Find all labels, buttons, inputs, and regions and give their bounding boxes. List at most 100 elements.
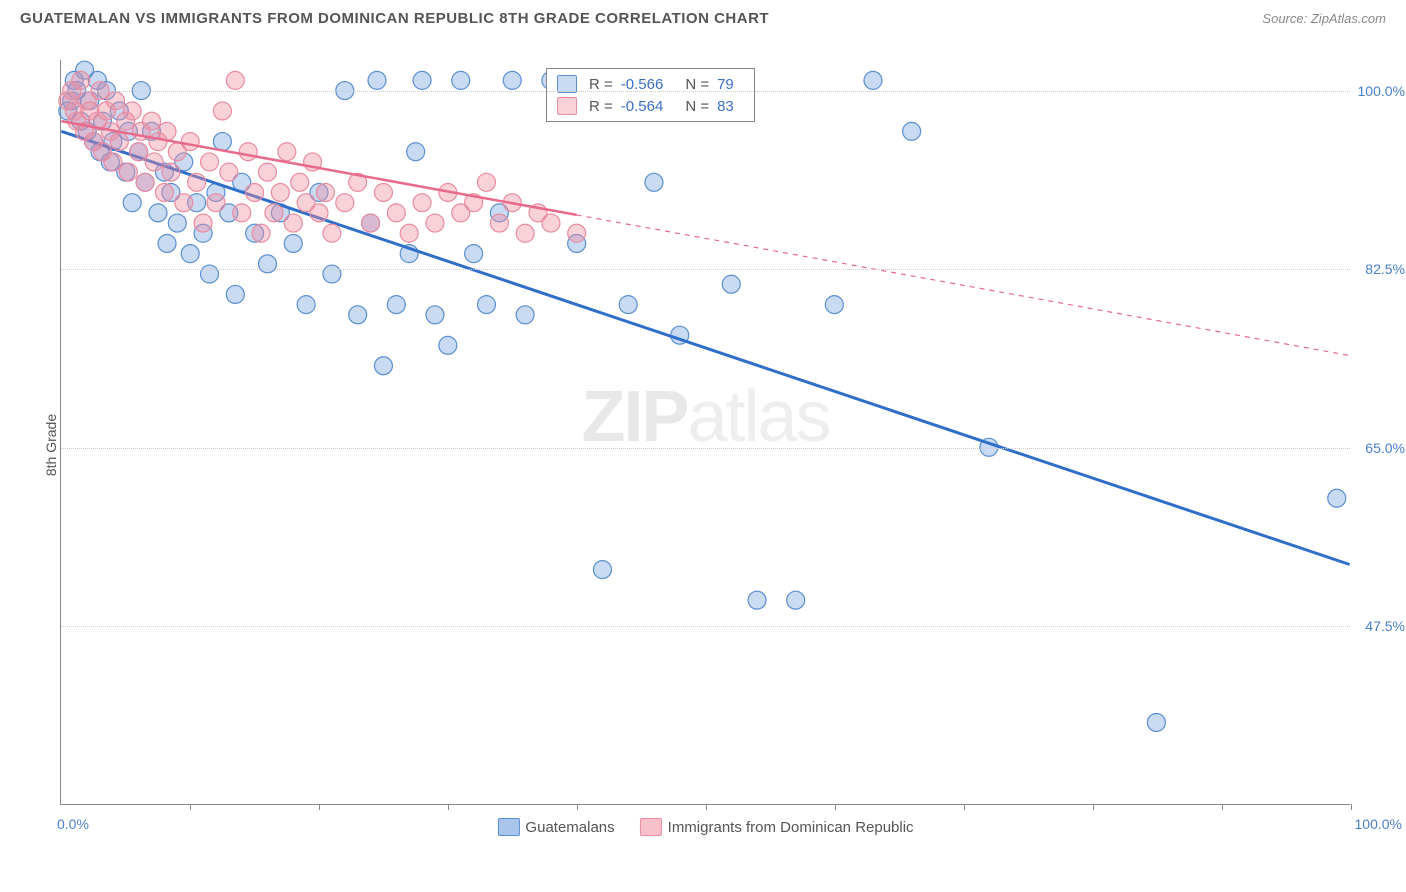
data-point: [201, 153, 219, 171]
data-point: [194, 214, 212, 232]
data-point: [593, 561, 611, 579]
series-legend-item: Guatemalans: [497, 818, 614, 836]
data-point: [226, 285, 244, 303]
data-point: [516, 306, 534, 324]
data-point: [284, 234, 302, 252]
stat-r-value: -0.564: [621, 98, 664, 115]
data-point: [259, 163, 277, 181]
data-point: [787, 591, 805, 609]
source-attribution: Source: ZipAtlas.com: [1262, 11, 1386, 26]
data-point: [106, 92, 124, 110]
stat-r-label: R =: [589, 98, 613, 115]
data-point: [246, 184, 264, 202]
data-point: [387, 204, 405, 222]
data-point: [181, 245, 199, 263]
data-point: [490, 214, 508, 232]
gridline: [61, 626, 1350, 627]
x-tick: [1222, 804, 1223, 810]
data-point: [542, 214, 560, 232]
data-point: [349, 306, 367, 324]
stat-n-label: N =: [685, 98, 709, 115]
stat-n-value: 83: [717, 98, 734, 115]
trend-line-dashed: [577, 215, 1350, 356]
data-point: [748, 591, 766, 609]
legend-swatch: [557, 97, 577, 115]
data-point: [374, 184, 392, 202]
gridline: [61, 448, 1350, 449]
data-point: [119, 163, 137, 181]
series-legend-item: Immigrants from Dominican Republic: [640, 818, 914, 836]
data-point: [1147, 713, 1165, 731]
data-point: [291, 173, 309, 191]
data-point: [271, 184, 289, 202]
data-point: [149, 204, 167, 222]
data-point: [323, 265, 341, 283]
series-legend-label: Immigrants from Dominican Republic: [668, 819, 914, 836]
data-point: [323, 224, 341, 242]
chart-title: GUATEMALAN VS IMMIGRANTS FROM DOMINICAN …: [20, 10, 769, 27]
gridline: [61, 91, 1350, 92]
data-point: [143, 112, 161, 130]
data-point: [213, 102, 231, 120]
legend-swatch: [497, 818, 519, 836]
data-point: [226, 71, 244, 89]
series-legend: Guatemalans Immigrants from Dominican Rep…: [497, 818, 913, 836]
data-point: [516, 224, 534, 242]
legend-swatch: [640, 818, 662, 836]
x-tick: [190, 804, 191, 810]
data-point: [104, 153, 122, 171]
source-value: ZipAtlas.com: [1311, 11, 1386, 26]
data-point: [413, 194, 431, 212]
x-tick: [1351, 804, 1352, 810]
data-point: [407, 143, 425, 161]
data-point: [239, 143, 257, 161]
y-axis-label: 8th Grade: [43, 414, 59, 476]
data-point: [374, 357, 392, 375]
x-tick: [964, 804, 965, 810]
data-point: [426, 306, 444, 324]
data-point: [825, 296, 843, 314]
chart-container: 8th Grade ZIPatlas R =-0.566N =79R =-0.5…: [50, 50, 1380, 840]
data-point: [297, 296, 315, 314]
data-point: [278, 143, 296, 161]
x-tick: [577, 804, 578, 810]
data-point: [175, 194, 193, 212]
data-point: [452, 71, 470, 89]
data-point: [903, 122, 921, 140]
data-point: [158, 122, 176, 140]
data-point: [158, 234, 176, 252]
data-point: [426, 214, 444, 232]
chart-header: GUATEMALAN VS IMMIGRANTS FROM DOMINICAN …: [0, 0, 1406, 32]
data-point: [387, 296, 405, 314]
x-tick: [448, 804, 449, 810]
stats-legend-row: R =-0.566N =79: [557, 73, 744, 95]
data-point: [284, 214, 302, 232]
data-point: [368, 71, 386, 89]
data-point: [478, 296, 496, 314]
data-point: [864, 71, 882, 89]
data-point: [110, 133, 128, 151]
y-tick-label: 100.0%: [1358, 83, 1405, 99]
data-point: [439, 336, 457, 354]
data-point: [220, 163, 238, 181]
data-point: [362, 214, 380, 232]
data-point: [265, 204, 283, 222]
y-tick-label: 65.0%: [1365, 440, 1405, 456]
x-tick-max: 100.0%: [1355, 816, 1402, 832]
x-tick: [319, 804, 320, 810]
data-point: [155, 184, 173, 202]
data-point: [162, 163, 180, 181]
data-point: [478, 173, 496, 191]
data-point: [1328, 489, 1346, 507]
data-point: [130, 143, 148, 161]
data-point: [400, 224, 418, 242]
x-tick: [706, 804, 707, 810]
data-point: [252, 224, 270, 242]
x-tick: [1093, 804, 1094, 810]
data-point: [145, 153, 163, 171]
data-point: [503, 71, 521, 89]
data-point: [123, 102, 141, 120]
data-point: [136, 173, 154, 191]
data-point: [207, 194, 225, 212]
scatter-svg: [61, 60, 1350, 804]
